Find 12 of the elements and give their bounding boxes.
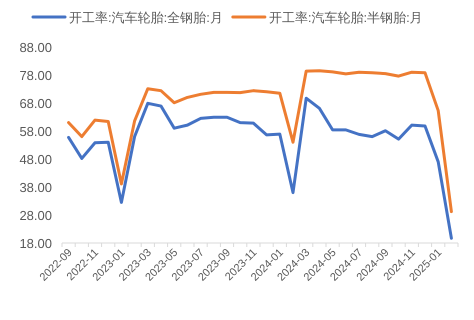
y-tick-label: 18.00 — [19, 236, 52, 251]
y-tick-label: 28.00 — [19, 208, 52, 223]
legend-label: 开工率:汽车轮胎:全钢胎:月 — [69, 10, 223, 25]
y-tick-label: 58.00 — [19, 124, 52, 139]
line-series — [67, 69, 453, 214]
y-tick-label: 78.00 — [19, 68, 52, 83]
y-tick-label: 88.00 — [19, 40, 52, 55]
y-tick-label: 48.00 — [19, 152, 52, 167]
line-series — [67, 96, 453, 240]
y-tick-label: 38.00 — [19, 180, 52, 195]
legend-label: 开工率:汽车轮胎:半钢胎:月 — [268, 10, 423, 25]
y-tick-label: 68.00 — [19, 96, 52, 111]
